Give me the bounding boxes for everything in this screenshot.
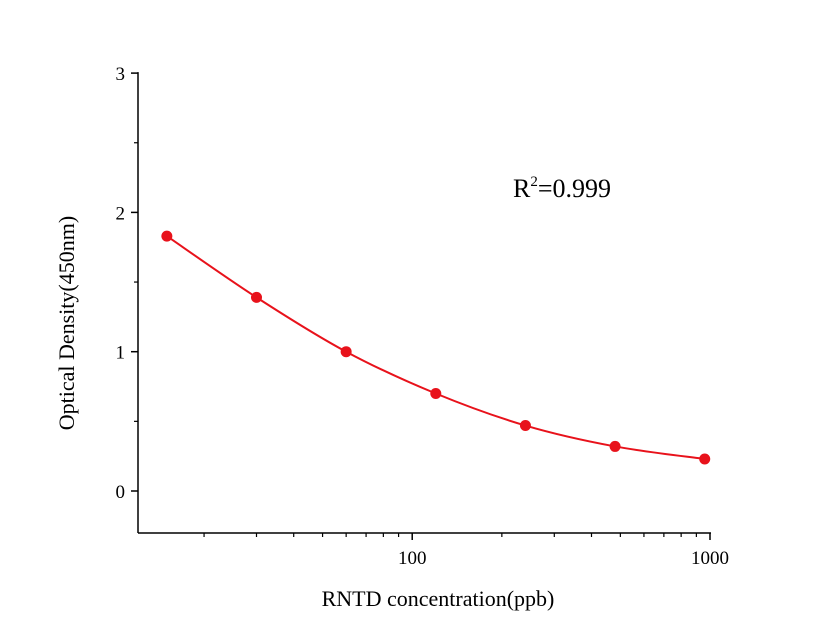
r-squared-annotation: R2=0.999 [513,174,611,203]
y-axis-title: Optical Density(450nm) [54,216,79,430]
annotation-value: =0.999 [538,174,611,203]
x-tick-label: 1000 [691,548,729,569]
axes [137,72,711,534]
annotation-base: R [513,174,531,203]
x-axis-title: RNTD concentration(ppb) [322,586,555,611]
x-tick-label: 100 [398,548,427,569]
y-tick-label: 3 [116,64,126,85]
data-point [519,420,531,432]
y-tick-label: 2 [116,203,126,224]
data-point [251,291,263,303]
data-point [161,230,173,242]
fit-curve [166,235,705,460]
annotation-superscript: 2 [530,174,538,190]
data-point [609,440,621,452]
data-points [161,230,711,465]
ticks: 0 1 2 3 100 1000 [116,64,730,569]
y-tick-label: 1 [116,343,126,364]
data-point [430,387,442,399]
data-point [699,453,711,465]
data-point [340,346,352,358]
y-tick-label: 0 [116,482,126,503]
